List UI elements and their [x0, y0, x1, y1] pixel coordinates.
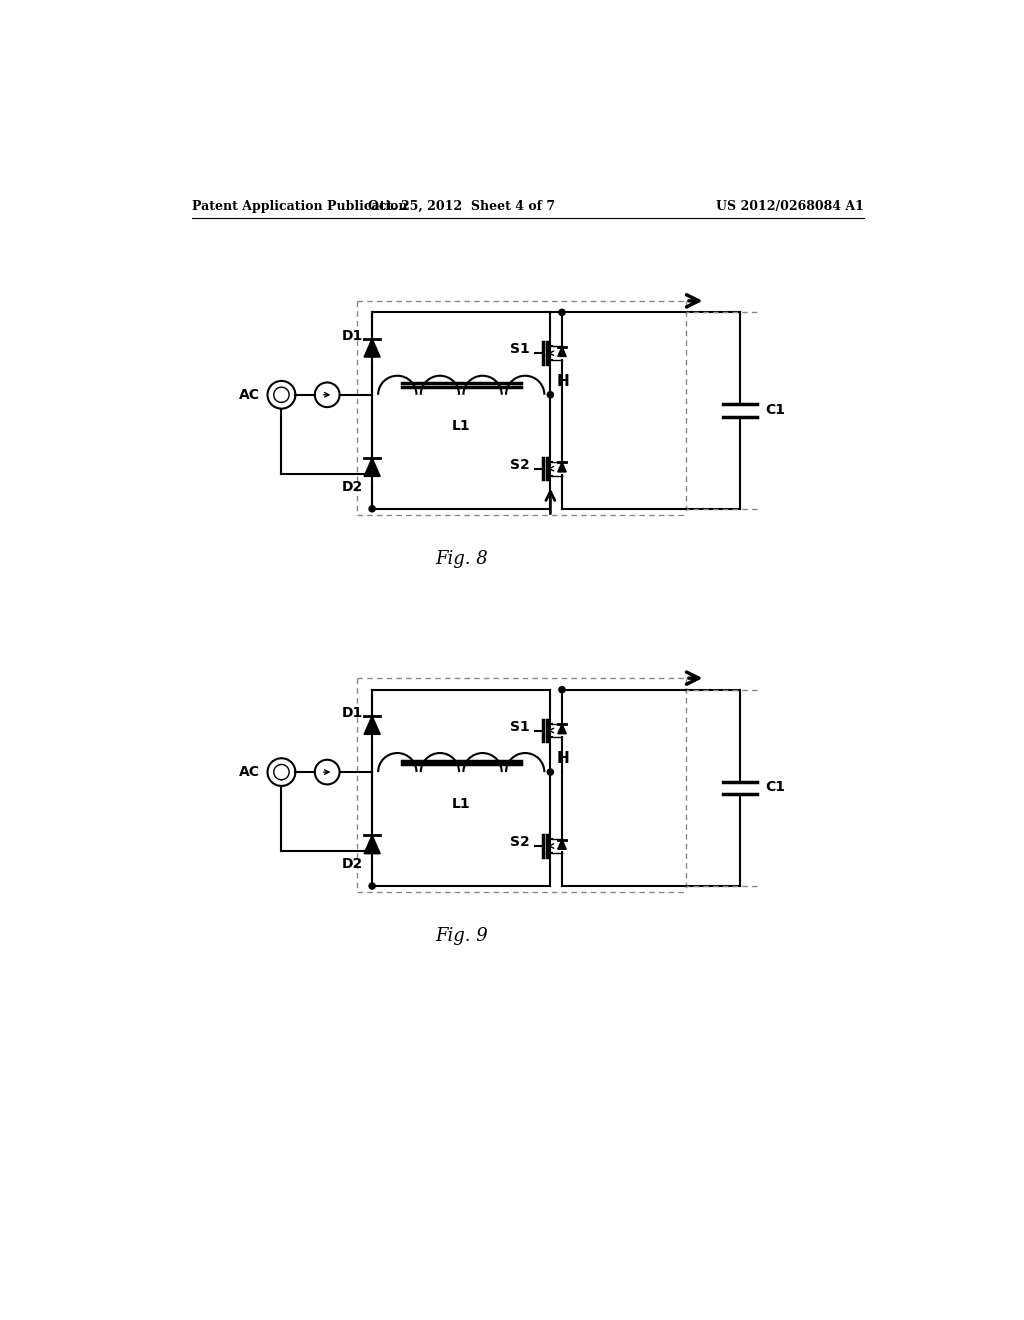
Text: C1: C1 — [765, 780, 785, 795]
Polygon shape — [365, 836, 380, 854]
Polygon shape — [558, 347, 566, 356]
Text: Fig. 9: Fig. 9 — [435, 927, 487, 945]
Text: AC: AC — [239, 766, 260, 779]
Polygon shape — [365, 458, 380, 477]
Text: H: H — [557, 751, 569, 766]
Text: D2: D2 — [342, 858, 362, 871]
Text: D1: D1 — [342, 706, 362, 719]
Text: Fig. 8: Fig. 8 — [435, 550, 487, 568]
Text: Patent Application Publication: Patent Application Publication — [191, 199, 408, 213]
Polygon shape — [365, 339, 380, 358]
Polygon shape — [365, 715, 380, 734]
Polygon shape — [558, 840, 566, 849]
Text: L1: L1 — [452, 420, 471, 433]
Circle shape — [547, 770, 554, 775]
Text: Oct. 25, 2012  Sheet 4 of 7: Oct. 25, 2012 Sheet 4 of 7 — [368, 199, 555, 213]
Text: L1: L1 — [452, 797, 471, 810]
Circle shape — [559, 686, 565, 693]
Text: D1: D1 — [342, 329, 362, 342]
Text: S2: S2 — [511, 836, 530, 849]
Text: S1: S1 — [511, 719, 530, 734]
Text: AC: AC — [239, 388, 260, 401]
Text: S2: S2 — [511, 458, 530, 471]
Circle shape — [547, 392, 554, 397]
Polygon shape — [558, 725, 566, 734]
Text: US 2012/0268084 A1: US 2012/0268084 A1 — [717, 199, 864, 213]
Text: D2: D2 — [342, 480, 362, 494]
Circle shape — [369, 506, 375, 512]
Polygon shape — [558, 462, 566, 473]
Text: S1: S1 — [511, 342, 530, 356]
Circle shape — [559, 309, 565, 315]
Text: H: H — [557, 374, 569, 388]
Circle shape — [369, 883, 375, 890]
Text: C1: C1 — [765, 403, 785, 417]
